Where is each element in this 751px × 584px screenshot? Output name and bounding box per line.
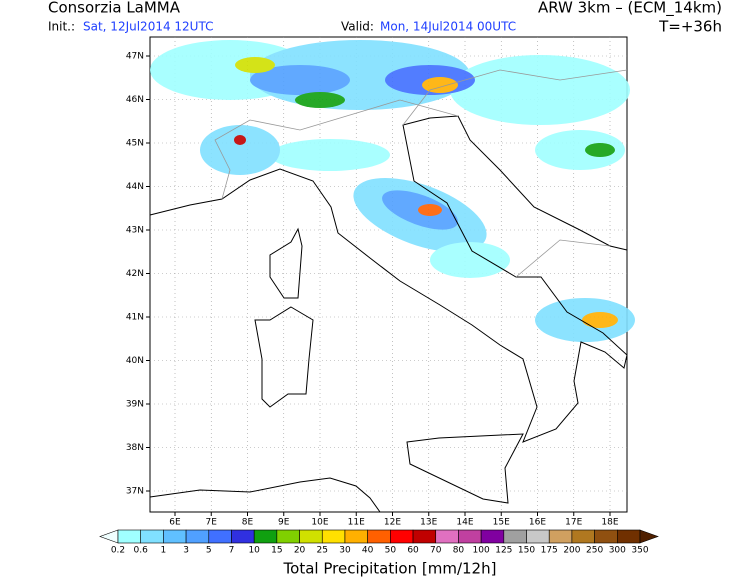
colorbar-arrow: [99, 529, 119, 544]
colorbar-label: 350: [631, 546, 648, 556]
org-title: Consorzia LaMMA: [48, 0, 181, 17]
colorbar-box: [412, 529, 437, 544]
colorbar-label: 5: [206, 546, 212, 556]
colorbar-box: [458, 529, 482, 544]
model-title: ARW 3km – (ECM_14km): [538, 0, 722, 18]
lat-label: 47N: [126, 52, 144, 62]
colorbar-title: Total Precipitation [mm/12h]: [283, 560, 497, 578]
colorbar-box: [140, 529, 164, 544]
colorbar-label: 7: [229, 546, 235, 556]
lat-label: 38N: [126, 443, 144, 453]
lon-label: 14E: [456, 518, 473, 528]
sicily: [406, 433, 524, 504]
colorbar-box: [617, 529, 641, 544]
lon-label: 13E: [420, 518, 437, 528]
lon-label: 18E: [601, 518, 618, 528]
lat-label: 43N: [126, 226, 144, 236]
map: [146, 36, 635, 516]
colorbar-box: [435, 529, 459, 544]
colorbar-box: [548, 529, 573, 544]
colorbar-label: 100: [473, 546, 490, 556]
africa-coast: [149, 477, 381, 513]
colorbar-arrow: [639, 529, 659, 544]
borders: [214, 69, 628, 278]
valid-value: Mon, 14Jul2014 00UTC: [380, 20, 516, 34]
lat-label: 44N: [126, 182, 144, 192]
lat-label: 42N: [126, 269, 144, 279]
lon-label: 7E: [206, 518, 218, 528]
colorbar-label: 200: [563, 546, 580, 556]
colorbar-box: [231, 529, 255, 544]
colorbar-label: 40: [362, 546, 374, 556]
colorbar-label: 0.6: [134, 546, 149, 556]
lon-label: 12E: [384, 518, 401, 528]
lat-label: 45N: [126, 139, 144, 149]
colorbar-label: 15: [271, 546, 282, 556]
lat-label: 40N: [126, 356, 144, 366]
lon-label: 9E: [278, 518, 290, 528]
lon-label: 15E: [493, 518, 510, 528]
colorbar-box: [185, 529, 210, 544]
grid: [146, 37, 627, 516]
init-label: Init.:: [48, 20, 75, 34]
colorbar-label: 20: [294, 546, 306, 556]
colorbar-box: [594, 529, 618, 544]
colorbar-label: 25: [317, 546, 328, 556]
colorbar-label: 250: [586, 546, 603, 556]
colorbar-box: [480, 529, 505, 544]
colorbar-box: [321, 529, 346, 544]
lat-label: 39N: [126, 400, 144, 410]
colorbar-box: [163, 529, 187, 544]
colorbar-label: 10: [248, 546, 260, 556]
colorbar-label: 50: [385, 546, 397, 556]
colorbar-label: 0.2: [111, 546, 125, 556]
colorbar-label: 60: [407, 546, 419, 556]
colorbar-label: 70: [430, 546, 442, 556]
lat-label: 41N: [126, 313, 144, 323]
colorbar-box: [390, 529, 414, 544]
lon-label: 8E: [242, 518, 254, 528]
colorbar-label: 300: [609, 546, 626, 556]
colorbar-label: 175: [541, 546, 558, 556]
lon-label: 6E: [169, 518, 181, 528]
valid-label: Valid:: [341, 20, 374, 34]
lat-label: 46N: [126, 95, 144, 105]
lat-label: 37N: [126, 487, 144, 497]
sardinia: [254, 306, 314, 408]
colorbar-box: [571, 529, 595, 544]
colorbar-box: [208, 529, 232, 544]
init-value: Sat, 12Jul2014 12UTC: [83, 20, 213, 34]
colorbar-box: [367, 529, 391, 544]
coastline: [149, 115, 628, 443]
colorbar: [99, 529, 659, 544]
lead-time: T=+36h: [658, 18, 722, 36]
colorbar-label: 80: [453, 546, 465, 556]
colorbar-box: [503, 529, 527, 544]
colorbar-box: [253, 529, 278, 544]
lon-label: 11E: [348, 518, 365, 528]
colorbar-label: 125: [495, 546, 512, 556]
colorbar-box: [299, 529, 323, 544]
colorbar-box: [344, 529, 368, 544]
lon-label: 10E: [311, 518, 328, 528]
colorbar-box: [276, 529, 300, 544]
colorbar-label: 150: [518, 546, 535, 556]
precip-field: [150, 40, 635, 342]
lon-label: 17E: [565, 518, 582, 528]
colorbar-label: 1: [161, 546, 167, 556]
colorbar-label: 30: [339, 546, 351, 556]
corsica: [269, 227, 303, 299]
colorbar-box: [526, 529, 550, 544]
colorbar-label: 3: [183, 546, 189, 556]
colorbar-box: [117, 529, 141, 544]
lon-label: 16E: [529, 518, 546, 528]
